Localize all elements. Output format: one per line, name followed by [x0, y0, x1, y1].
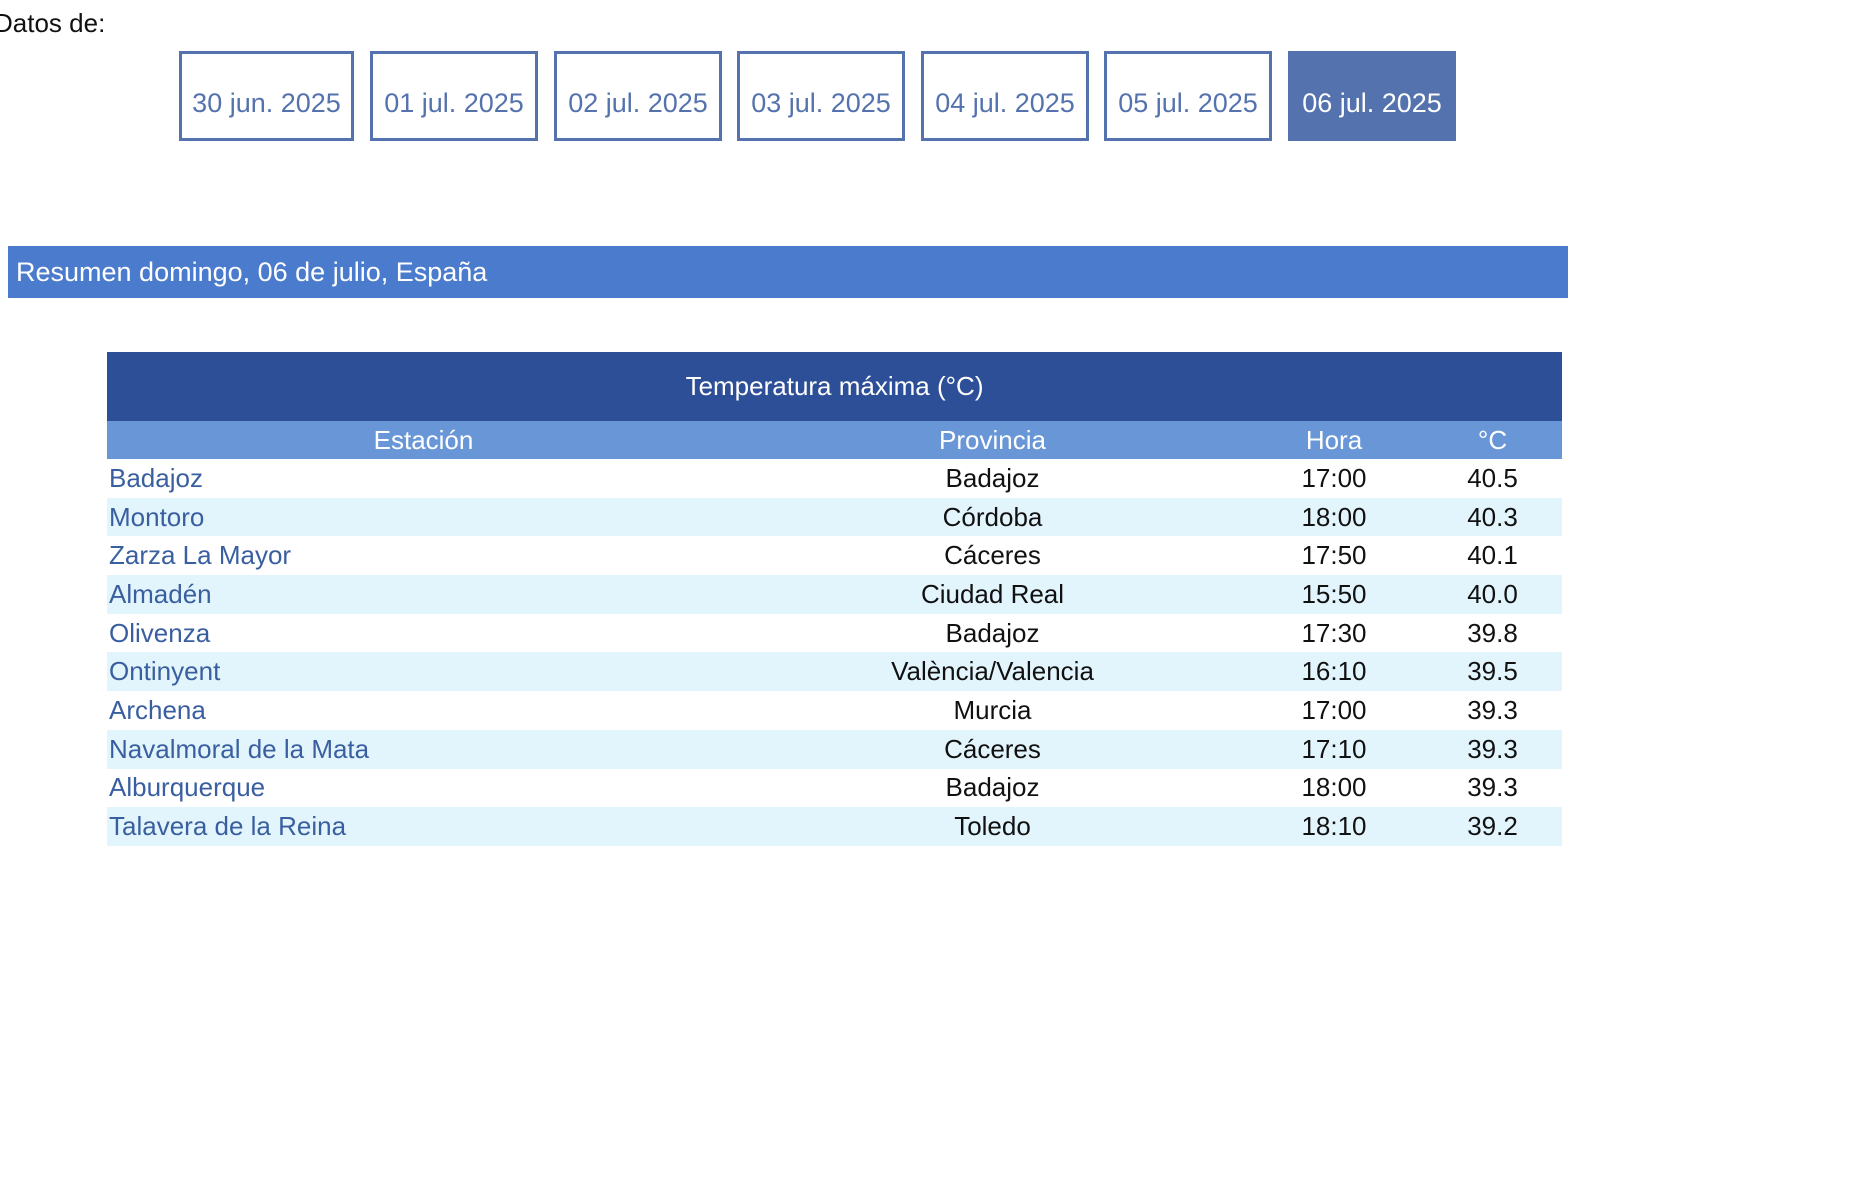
station-link[interactable]: Archena: [109, 694, 206, 725]
table-row: Montoro Córdoba 18:00 40.3: [107, 497, 1563, 537]
temperature-cell: 40.5: [1467, 462, 1518, 493]
table-row: Badajoz Badajoz 17:00 40.5: [107, 459, 1562, 498]
temperature-cell: 39.5: [1423, 652, 1563, 692]
temperature-cell: 39.3: [1467, 772, 1518, 803]
station-link[interactable]: Badajoz: [109, 462, 203, 493]
station-link[interactable]: Zarza La Mayor: [109, 540, 292, 571]
table-row: Ontinyent València/Valencia 16:10 39.5: [107, 652, 1563, 692]
temperature-cell: 39.8: [1467, 617, 1518, 648]
station-link[interactable]: Montoro: [107, 497, 740, 537]
time-cell: 17:00: [1301, 462, 1367, 493]
temperature-cell: 40.3: [1423, 497, 1563, 537]
column-header-temperature: °C: [1423, 421, 1563, 459]
data-date-label: Datos de:: [0, 8, 106, 38]
province-cell: Badajoz: [945, 617, 1040, 648]
table-title-row: Temperatura máxima (°C): [107, 352, 1563, 421]
station-link[interactable]: Alburquerque: [109, 772, 266, 803]
time-cell: 18:00: [1301, 772, 1367, 803]
province-cell: Cáceres: [944, 540, 1041, 571]
time-cell: 18:10: [1245, 807, 1423, 846]
time-cell: 18:00: [1245, 497, 1423, 537]
station-link[interactable]: Almadén: [107, 575, 740, 614]
province-cell: València/Valencia: [740, 652, 1245, 692]
province-cell: Cáceres: [740, 729, 1245, 769]
province-cell: Badajoz: [945, 462, 1040, 493]
date-button-1[interactable]: 01 jul. 2025: [370, 51, 538, 141]
table-row: Talavera de la Reina Toledo 18:10 39.2: [107, 807, 1563, 846]
province-cell: Murcia: [953, 694, 1032, 725]
date-button-4[interactable]: 04 jul. 2025: [921, 51, 1089, 141]
date-button-6-selected[interactable]: 06 jul. 2025: [1288, 51, 1456, 141]
province-cell: Badajoz: [945, 772, 1040, 803]
station-link[interactable]: Talavera de la Reina: [107, 807, 740, 846]
temperature-cell: 40.1: [1467, 540, 1518, 571]
temperature-cell: 39.3: [1423, 729, 1563, 769]
station-link[interactable]: Olivenza: [109, 617, 211, 648]
province-cell: Ciudad Real: [740, 575, 1245, 614]
date-button-0[interactable]: 30 jun. 2025: [179, 51, 354, 141]
column-header-province: Provincia: [740, 421, 1245, 459]
table-row: Alburquerque Badajoz 18:00 39.3: [107, 769, 1562, 808]
temperature-cell: 39.2: [1423, 807, 1563, 846]
summary-header: Resumen domingo, 06 de julio, España: [8, 246, 1568, 298]
date-button-2[interactable]: 02 jul. 2025: [554, 51, 722, 141]
table-row: Navalmoral de la Mata Cáceres 17:10 39.3: [107, 729, 1563, 769]
province-cell: Córdoba: [740, 497, 1245, 537]
table-row: Olivenza Badajoz 17:30 39.8: [107, 614, 1562, 653]
max-temperature-table: Temperatura máxima (°C) Estación Provinc…: [107, 352, 1563, 846]
time-cell: 15:50: [1245, 575, 1423, 614]
station-link[interactable]: Navalmoral de la Mata: [107, 729, 740, 769]
time-cell: 16:10: [1245, 652, 1423, 692]
table-header-row: Estación Provincia Hora °C: [107, 421, 1563, 459]
column-header-station: Estación: [107, 421, 740, 459]
column-header-time: Hora: [1245, 421, 1423, 459]
temperature-cell: 39.3: [1467, 694, 1518, 725]
table-row: Zarza La Mayor Cáceres 17:50 40.1: [107, 536, 1562, 575]
table-row: Archena Murcia 17:00 39.3: [107, 691, 1562, 730]
date-button-5[interactable]: 05 jul. 2025: [1104, 51, 1272, 141]
time-cell: 17:30: [1301, 617, 1367, 648]
table-title: Temperatura máxima (°C): [107, 352, 1563, 421]
time-cell: 17:50: [1301, 540, 1367, 571]
date-button-3[interactable]: 03 jul. 2025: [737, 51, 905, 141]
temperature-cell: 40.0: [1423, 575, 1563, 614]
station-link[interactable]: Ontinyent: [107, 652, 740, 692]
time-cell: 17:10: [1245, 729, 1423, 769]
province-cell: Toledo: [740, 807, 1245, 846]
table-row: Almadén Ciudad Real 15:50 40.0: [107, 575, 1563, 614]
time-cell: 17:00: [1301, 694, 1367, 725]
